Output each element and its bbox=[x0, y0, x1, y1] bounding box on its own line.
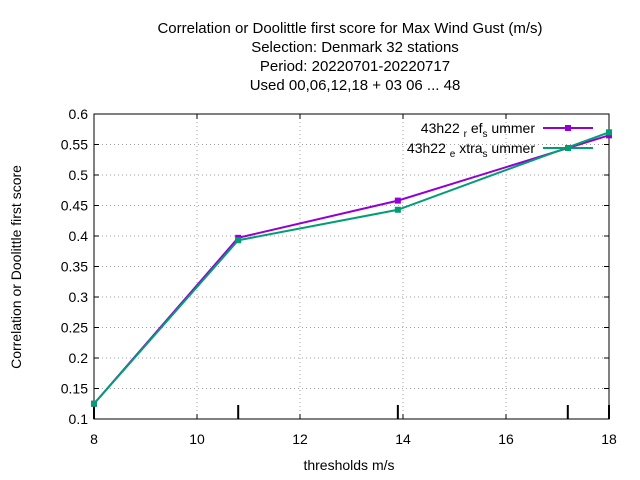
series-2-point bbox=[394, 206, 401, 213]
grid-lines bbox=[94, 114, 609, 419]
y-axis-label: Correlation or Doolittle first score bbox=[8, 165, 24, 369]
y-tick-label: 0.2 bbox=[69, 350, 89, 366]
series-2-point bbox=[91, 400, 97, 407]
y-tick-label: 0.35 bbox=[61, 259, 88, 275]
x-tick-label: 8 bbox=[90, 431, 98, 447]
x-axis-label: thresholds m/s bbox=[303, 457, 394, 473]
x-tick-label: 12 bbox=[292, 431, 308, 447]
threshold-marks bbox=[93, 405, 610, 419]
y-tick-label: 0.55 bbox=[61, 137, 88, 153]
chart-title-line-4: Used 00,06,12,18 + 03 06 ... 48 bbox=[250, 77, 461, 94]
legend-label-1: 43h22 r efs ummer bbox=[421, 120, 536, 140]
series-line-1 bbox=[93, 134, 610, 405]
legend-label-2: 43h22 e xtras ummer bbox=[407, 140, 535, 160]
y-tick-label: 0.15 bbox=[61, 381, 88, 397]
y-tick-label: 0.45 bbox=[61, 198, 88, 214]
series-1-point bbox=[394, 197, 401, 204]
y-tick-label: 0.5 bbox=[69, 167, 89, 183]
x-tick-label: 14 bbox=[395, 431, 411, 447]
series-2-point bbox=[235, 237, 242, 244]
chart-title-line-1: Correlation or Doolittle first score for… bbox=[157, 20, 542, 37]
x-tick-label: 16 bbox=[498, 431, 514, 447]
y-tick-label: 0.3 bbox=[69, 289, 89, 305]
chart-title-line-3: Period: 20220701-20220717 bbox=[260, 58, 450, 75]
x-tick-label: 10 bbox=[189, 431, 205, 447]
x-tick-label: 18 bbox=[601, 431, 617, 447]
legend-marker-1 bbox=[565, 125, 571, 131]
series-2-point bbox=[606, 129, 612, 136]
legend-marker-2 bbox=[565, 145, 571, 151]
series-line-2 bbox=[93, 131, 610, 405]
series-group bbox=[91, 129, 612, 407]
x-axis-ticks: 8 10 12 14 16 18 bbox=[90, 114, 617, 447]
chart-title-block: Correlation or Doolittle first score for… bbox=[157, 20, 542, 94]
y-tick-label: 0.4 bbox=[69, 228, 89, 244]
y-axis-ticks: 0.1 0.15 0.2 0.25 0.3 0.35 0.4 0.45 0.5 0.55 0.6 bbox=[61, 106, 609, 427]
chart-title-line-2: Selection: Denmark 32 stations bbox=[251, 39, 459, 56]
y-tick-label: 0.25 bbox=[61, 320, 88, 336]
y-tick-label: 0.6 bbox=[69, 106, 89, 122]
series-1-point bbox=[606, 132, 612, 139]
y-tick-label: 0.1 bbox=[69, 411, 89, 427]
